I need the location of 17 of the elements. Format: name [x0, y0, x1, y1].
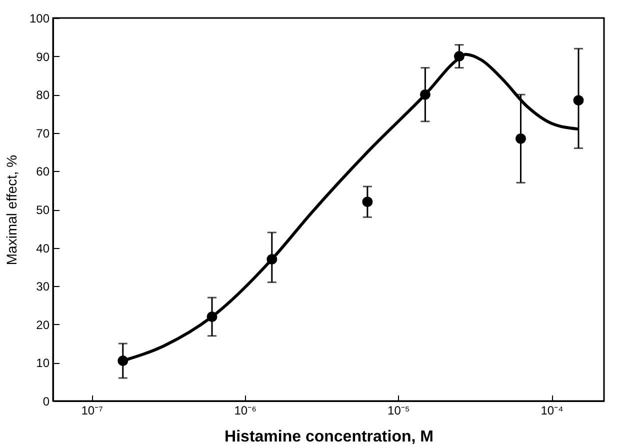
y-tick-label: 90 — [36, 50, 50, 64]
y-tick-label: 50 — [36, 203, 50, 217]
y-tick-label: 30 — [36, 280, 50, 294]
y-tick-label: 0 — [42, 394, 50, 408]
y-tick-label: 10 — [36, 356, 50, 370]
y-tick-label: 40 — [36, 241, 50, 256]
y-tick-label: 100 — [29, 12, 50, 26]
x-tick-label: 10⁻⁶ — [234, 404, 257, 418]
x-tick-label: 10⁻⁵ — [388, 404, 410, 418]
x-tick-label: 10⁻⁷ — [81, 404, 103, 418]
y-tick-label: 80 — [36, 88, 50, 102]
x-tick-label: 10⁻⁴ — [540, 404, 564, 418]
y-axis-title: Maximal effect, % — [3, 154, 20, 266]
x-axis-title: Histamine concentration, M — [224, 428, 434, 446]
y-tick-label: 70 — [36, 126, 50, 140]
y-tick-label: 20 — [36, 318, 50, 332]
y-tick-label: 60 — [36, 164, 50, 179]
